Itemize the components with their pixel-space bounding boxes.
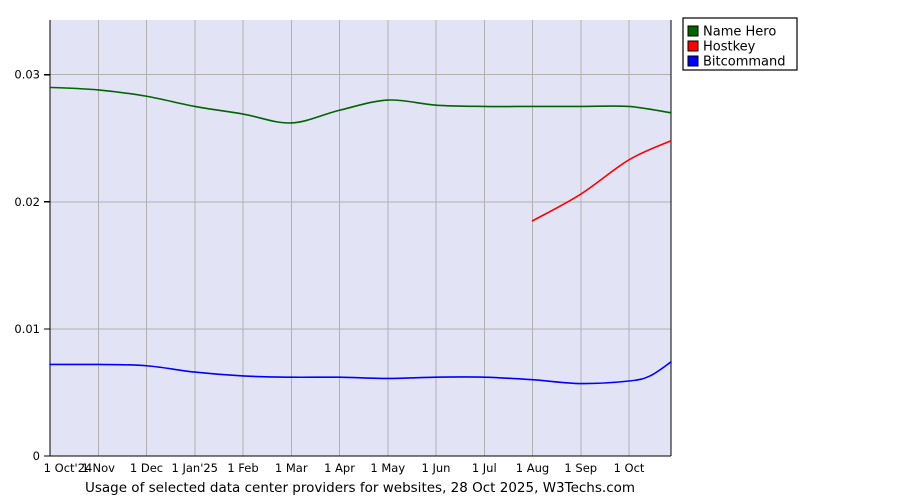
x-tick-label: 1 May	[370, 461, 405, 475]
series-line-hostkey	[531, 139, 672, 222]
y-tick-label: 0	[33, 449, 40, 463]
y-tick-label: 0.01	[14, 322, 40, 336]
legend-swatch	[687, 25, 699, 37]
x-tick-label: 1 Jul	[472, 461, 497, 475]
legend-label: Name Hero	[703, 25, 776, 40]
x-axis-ticks: 1 Oct'241 Nov 1 Dec 1 Jan'25 1 Feb 1 Mar 1 Ap…	[44, 461, 645, 475]
data-series-group	[49, 86, 672, 385]
legend-swatch	[687, 40, 699, 52]
y-axis-ticks: 0 0.01 0.02 0.03	[14, 68, 50, 463]
legend-border	[682, 17, 798, 71]
legend-swatch	[687, 55, 699, 67]
x-tick-label: 1 Feb	[227, 461, 258, 475]
series-line-name-hero	[49, 86, 672, 124]
x-tick-label: 1 Oct'24	[44, 461, 93, 475]
x-tick-label: 1 Dec	[130, 461, 163, 475]
x-tick-label: 1 Apr	[324, 461, 355, 475]
y-tick-label: 0.03	[14, 68, 40, 82]
legend-label: Bitcommand	[703, 55, 786, 70]
legend-label: Hostkey	[703, 40, 756, 55]
x-tick-label: 1 Jan'25	[172, 461, 219, 475]
plot-background	[50, 20, 671, 456]
series-line-bitcommand	[49, 361, 672, 385]
x-tick-label: 1 Aug	[516, 461, 549, 475]
x-tick-label: 1 Mar	[275, 461, 308, 475]
x-tick-label: 1 Sep	[564, 461, 597, 475]
chart-title: Usage of selected data center providers …	[85, 480, 635, 496]
x-tick-label: 1 Nov	[82, 461, 116, 475]
x-tick-label: 1 Oct	[614, 461, 645, 475]
x-tick-label: 1 Jun	[422, 461, 451, 475]
y-tick-label: 0.02	[14, 195, 40, 209]
